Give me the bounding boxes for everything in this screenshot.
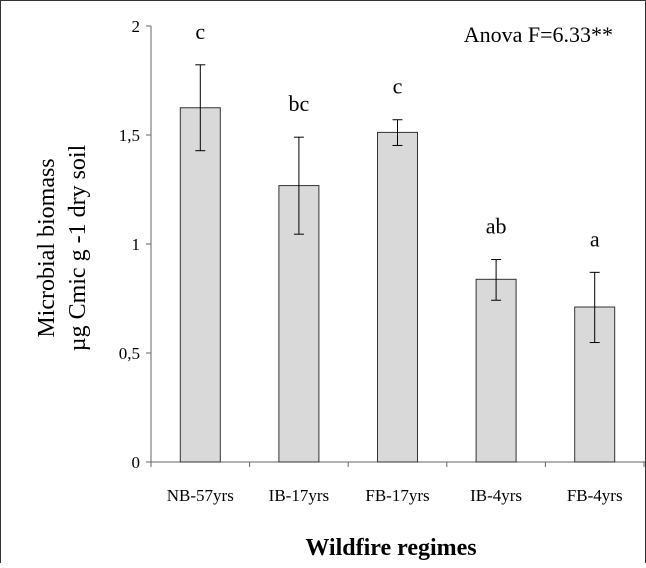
- significance-label: ab: [486, 213, 507, 238]
- y-tick-label: 1,5: [119, 126, 140, 145]
- significance-label: c: [393, 74, 403, 99]
- anova-annotation: Anova F=6.33**: [464, 22, 613, 47]
- x-tick-label: IB-17yrs: [269, 486, 329, 505]
- error-bar: [293, 136, 304, 235]
- significance-label: a: [590, 226, 600, 251]
- error-bar: [392, 119, 403, 146]
- y-axis-title-line2: µg Cmic g -1 dry soil: [65, 144, 91, 351]
- significance-label: c: [195, 19, 205, 44]
- y-axis-title-line1: Microbial biomass: [34, 158, 60, 337]
- y-ticks: 0 0,5 1 1,5 2: [119, 17, 645, 472]
- y-tick-label: 2: [132, 17, 141, 36]
- x-tick-label: NB-57yrs: [167, 486, 234, 505]
- y-tick-label: 0: [132, 453, 141, 472]
- x-tick-label: FB-17yrs: [365, 486, 429, 505]
- x-tick-label: FB-4yrs: [567, 486, 623, 505]
- significance-label: bc: [289, 91, 310, 116]
- x-axis-title: Wildfire regimes: [305, 535, 476, 561]
- y-tick-label: 1: [132, 235, 141, 254]
- error-bar: [491, 258, 502, 301]
- bar: [475, 278, 517, 463]
- bar: [377, 131, 418, 463]
- error-bar: [589, 271, 600, 344]
- error-bar: [195, 64, 206, 152]
- bars: c bc c ab a: [179, 19, 616, 463]
- bar: [179, 107, 221, 463]
- x-tick-labels: NB-57yrs IB-17yrs FB-17yrs IB-4yrs FB-4yrs: [167, 486, 623, 505]
- x-tick-label: IB-4yrs: [470, 486, 522, 505]
- y-tick-label: 0,5: [119, 344, 140, 363]
- y-axis-title: Microbial biomass µg Cmic g -1 dry soil: [34, 144, 91, 351]
